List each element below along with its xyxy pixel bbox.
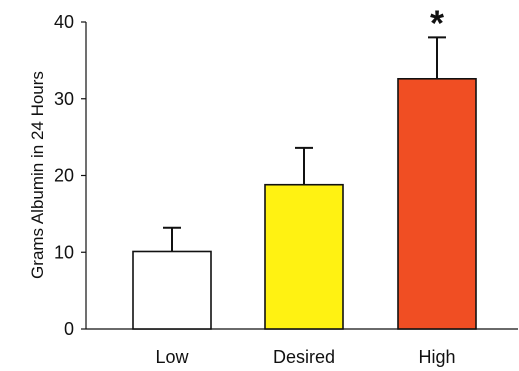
x-category-label: Low [155,347,189,367]
significance-asterisk: * [430,2,444,43]
y-tick-label: 40 [54,12,74,32]
bar-desired [264,183,344,330]
y-tick-label: 10 [54,242,74,262]
y-tick-label: 20 [54,166,74,186]
y-axis-title: Grams Albumin in 24 Hours [28,71,47,279]
y-tick-label: 30 [54,89,74,109]
x-category-label: High [418,347,455,367]
y-tick-label: 0 [64,319,74,339]
x-category-label: Desired [273,347,335,367]
bar-high [397,77,477,330]
bar-low [132,250,212,330]
